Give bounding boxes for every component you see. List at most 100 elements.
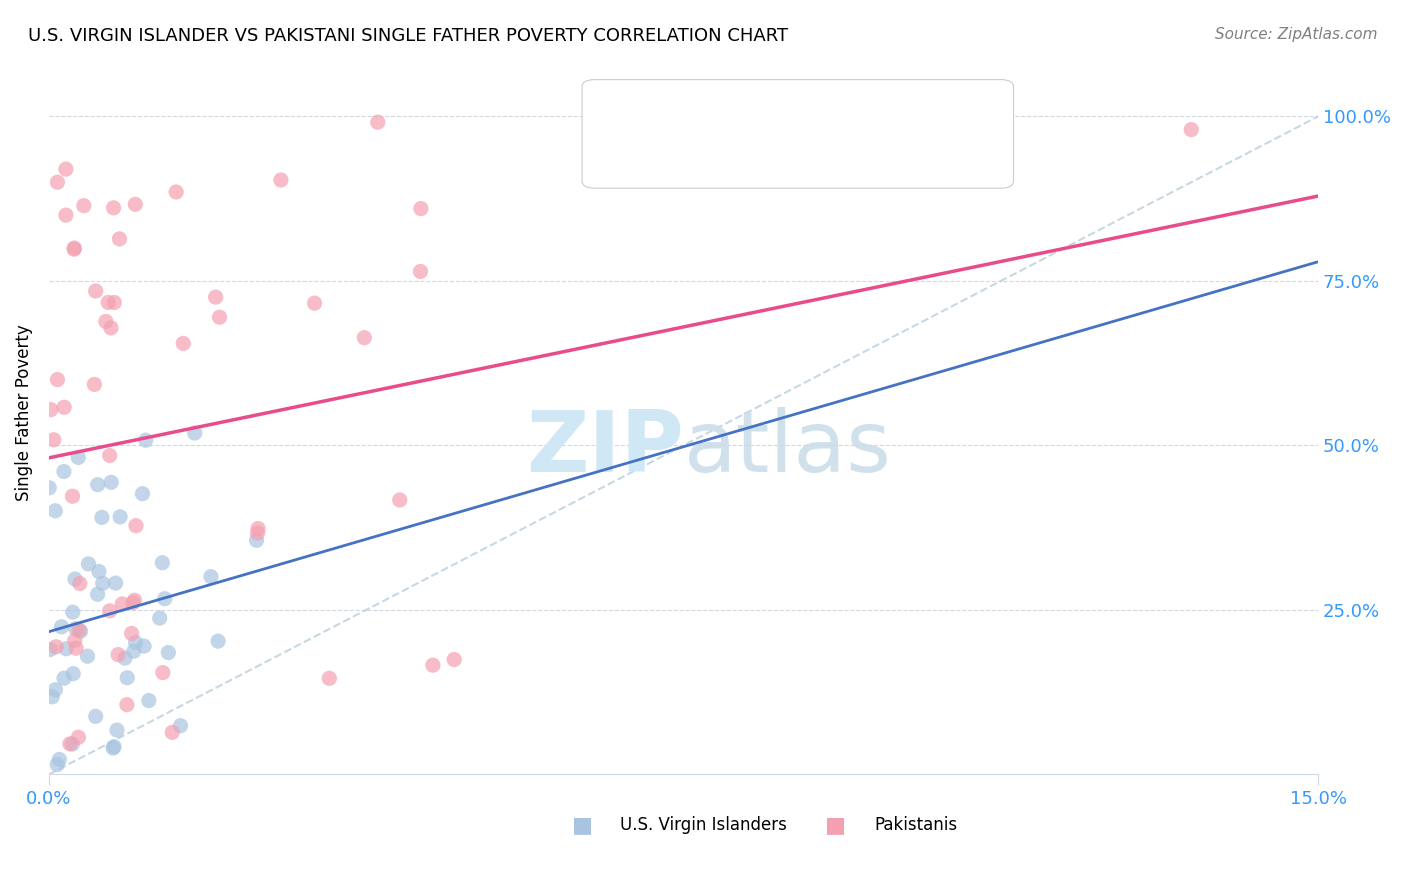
Point xyxy=(98,604,121,618)
Point xyxy=(101,741,124,756)
Point xyxy=(409,264,432,278)
Point xyxy=(270,173,292,187)
Point xyxy=(125,518,148,533)
Point xyxy=(39,402,62,417)
Point xyxy=(46,175,69,189)
Point xyxy=(46,757,69,772)
Point xyxy=(84,284,107,298)
Point xyxy=(149,611,172,625)
Point xyxy=(60,737,83,751)
Point xyxy=(67,450,90,465)
Text: U.S. Virgin Islanders: U.S. Virgin Islanders xyxy=(620,816,787,834)
Point xyxy=(409,202,432,216)
Point xyxy=(152,665,174,680)
Point xyxy=(122,644,145,658)
Point xyxy=(131,486,153,500)
Point xyxy=(94,314,117,328)
Point xyxy=(246,526,269,541)
Point xyxy=(245,533,267,548)
Point xyxy=(124,635,146,649)
Point xyxy=(1180,122,1202,136)
Point xyxy=(73,199,96,213)
Point xyxy=(67,731,90,745)
Point xyxy=(105,723,128,737)
Point xyxy=(108,509,131,524)
Point xyxy=(103,201,125,215)
Point xyxy=(55,641,77,656)
Point xyxy=(98,449,121,463)
Point xyxy=(41,690,63,704)
Text: ■: ■ xyxy=(571,815,592,835)
Point xyxy=(97,295,120,310)
Point xyxy=(65,641,87,656)
Point xyxy=(39,642,62,657)
Point xyxy=(100,321,122,335)
Point xyxy=(86,477,108,491)
Point xyxy=(104,576,127,591)
Point xyxy=(62,605,84,619)
Point xyxy=(77,557,100,571)
Point xyxy=(45,640,67,654)
Point xyxy=(353,331,375,345)
Point xyxy=(65,622,87,636)
Point xyxy=(76,649,98,664)
Point xyxy=(63,572,86,586)
Y-axis label: Single Father Poverty: Single Father Poverty xyxy=(15,324,32,501)
Point xyxy=(63,633,86,648)
Point xyxy=(132,639,155,653)
Point xyxy=(207,634,229,648)
Point xyxy=(103,739,125,754)
Point xyxy=(115,671,138,685)
Point xyxy=(124,197,146,211)
Point xyxy=(208,310,231,325)
Point xyxy=(63,242,86,256)
Point xyxy=(443,652,465,666)
Point xyxy=(38,481,60,495)
Point xyxy=(69,576,91,591)
Point xyxy=(304,296,326,310)
Point xyxy=(160,725,183,739)
Point xyxy=(122,596,145,610)
Point xyxy=(184,425,207,440)
Point xyxy=(204,290,226,304)
Text: ZIP: ZIP xyxy=(526,407,683,491)
Text: Pakistanis: Pakistanis xyxy=(875,816,957,834)
Legend: R =  0.123   N = 49, R =  0.499   N = 55: R = 0.123 N = 49, R = 0.499 N = 55 xyxy=(678,103,931,176)
Text: Source: ZipAtlas.com: Source: ZipAtlas.com xyxy=(1215,27,1378,42)
Text: ■: ■ xyxy=(825,815,846,835)
Point xyxy=(247,522,270,536)
Point xyxy=(200,569,222,583)
Point xyxy=(53,401,76,415)
Point xyxy=(42,433,65,447)
Point xyxy=(108,232,131,246)
FancyBboxPatch shape xyxy=(582,79,1014,188)
Point xyxy=(124,593,146,607)
Point xyxy=(100,475,122,490)
Point xyxy=(83,377,105,392)
Point xyxy=(53,671,76,685)
Point xyxy=(52,465,75,479)
Point xyxy=(153,591,176,606)
Point xyxy=(84,709,107,723)
Point xyxy=(165,185,187,199)
Text: U.S. VIRGIN ISLANDER VS PAKISTANI SINGLE FATHER POVERTY CORRELATION CHART: U.S. VIRGIN ISLANDER VS PAKISTANI SINGLE… xyxy=(28,27,789,45)
Point xyxy=(51,620,73,634)
Point xyxy=(388,493,411,508)
Point xyxy=(44,504,66,518)
Point xyxy=(157,646,180,660)
Point xyxy=(91,576,114,591)
Point xyxy=(67,624,90,638)
Point xyxy=(86,587,108,601)
Point xyxy=(150,556,173,570)
Point xyxy=(107,648,129,662)
Point xyxy=(114,651,136,665)
Point xyxy=(63,241,86,255)
Point xyxy=(62,489,84,503)
Point xyxy=(103,295,125,310)
Point xyxy=(55,162,77,177)
Point xyxy=(172,336,194,351)
Point xyxy=(367,115,389,129)
Point xyxy=(59,737,82,751)
Point xyxy=(48,752,70,766)
Point xyxy=(87,565,110,579)
